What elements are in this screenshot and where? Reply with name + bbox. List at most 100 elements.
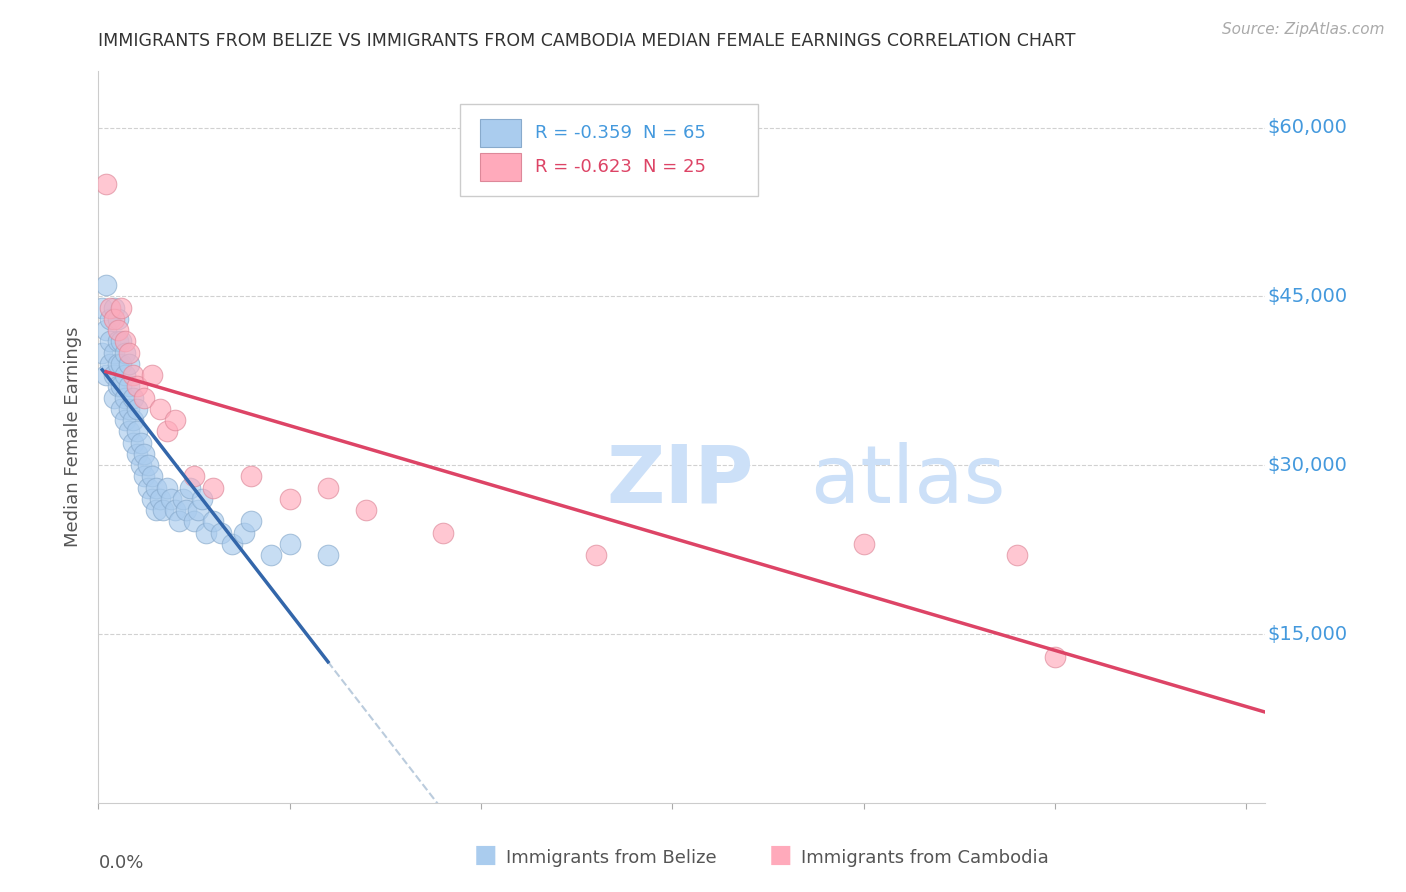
Point (183, 515, 205, 529)
Point (114, 334, 136, 349)
Point (129, 435, 152, 450)
Point (179, 481, 201, 495)
Bar (479, 119, 520, 146)
Point (278, 491, 301, 506)
Point (163, 503, 186, 517)
Text: $15,000: $15,000 (1268, 624, 1348, 643)
Point (149, 401, 172, 416)
Point (240, 515, 263, 529)
Point (316, 481, 339, 495)
Point (852, 537, 875, 551)
Point (107, 334, 129, 349)
Point (187, 503, 209, 517)
Point (152, 503, 174, 517)
Point (107, 357, 129, 371)
Text: Source: ZipAtlas.com: Source: ZipAtlas.com (1222, 22, 1385, 37)
Point (240, 469, 263, 483)
Point (121, 413, 143, 427)
Point (183, 469, 205, 483)
Point (118, 401, 141, 416)
Text: ZIP: ZIP (606, 442, 754, 520)
Point (110, 301, 132, 315)
Point (176, 503, 198, 517)
Point (114, 413, 136, 427)
Point (209, 525, 232, 540)
Point (114, 391, 136, 405)
Point (316, 548, 339, 562)
Point (134, 447, 156, 461)
Point (114, 368, 136, 383)
Point (110, 334, 132, 349)
Point (103, 345, 125, 359)
Point (354, 503, 377, 517)
Point (94, 177, 117, 191)
Text: atlas: atlas (606, 442, 1005, 520)
Point (118, 425, 141, 439)
Point (110, 401, 132, 416)
Point (202, 515, 225, 529)
Text: Immigrants from Belize: Immigrants from Belize (506, 849, 717, 867)
Point (1043, 649, 1066, 664)
Point (172, 491, 194, 506)
Point (91, 301, 114, 315)
Point (125, 401, 148, 416)
Point (91, 345, 114, 359)
Text: $45,000: $45,000 (1268, 287, 1348, 306)
Bar (479, 153, 520, 181)
Point (136, 458, 159, 473)
Point (107, 312, 129, 326)
Point (94, 278, 117, 293)
Point (94, 368, 117, 383)
Point (118, 357, 141, 371)
Point (156, 425, 179, 439)
Point (156, 481, 179, 495)
Point (167, 515, 190, 529)
Point (141, 368, 163, 383)
Point (134, 391, 156, 405)
Point (107, 379, 129, 393)
Text: IMMIGRANTS FROM BELIZE VS IMMIGRANTS FROM CAMBODIA MEDIAN FEMALE EARNINGS CORREL: IMMIGRANTS FROM BELIZE VS IMMIGRANTS FRO… (98, 32, 1076, 50)
Point (1005, 548, 1028, 562)
Text: $30,000: $30,000 (1268, 456, 1347, 475)
Point (278, 537, 301, 551)
Point (110, 357, 132, 371)
Text: ■: ■ (474, 843, 496, 867)
Point (98, 301, 121, 315)
Text: R = -0.623: R = -0.623 (534, 158, 631, 177)
Point (103, 312, 125, 326)
Point (121, 368, 143, 383)
Point (103, 391, 125, 405)
Point (107, 323, 129, 337)
Point (94, 323, 117, 337)
Point (160, 491, 183, 506)
Text: 0.0%: 0.0% (98, 854, 143, 872)
Point (103, 368, 125, 383)
Point (125, 447, 148, 461)
Point (129, 458, 152, 473)
Point (110, 379, 132, 393)
Point (125, 425, 148, 439)
Point (136, 481, 159, 495)
Point (121, 435, 143, 450)
Y-axis label: Median Female Earnings: Median Female Earnings (65, 326, 83, 548)
Point (98, 357, 121, 371)
Point (134, 469, 156, 483)
FancyBboxPatch shape (460, 104, 758, 195)
Point (259, 548, 281, 562)
Point (98, 334, 121, 349)
Point (149, 491, 172, 506)
Point (163, 413, 186, 427)
Point (232, 525, 254, 540)
Point (190, 491, 212, 506)
Point (114, 345, 136, 359)
Point (194, 525, 217, 540)
Text: $60,000: $60,000 (1268, 118, 1347, 137)
Point (121, 391, 143, 405)
Point (98, 312, 121, 326)
Point (145, 481, 167, 495)
Point (118, 345, 141, 359)
Point (118, 379, 141, 393)
Point (221, 537, 243, 551)
Point (432, 525, 454, 540)
Point (585, 548, 607, 562)
